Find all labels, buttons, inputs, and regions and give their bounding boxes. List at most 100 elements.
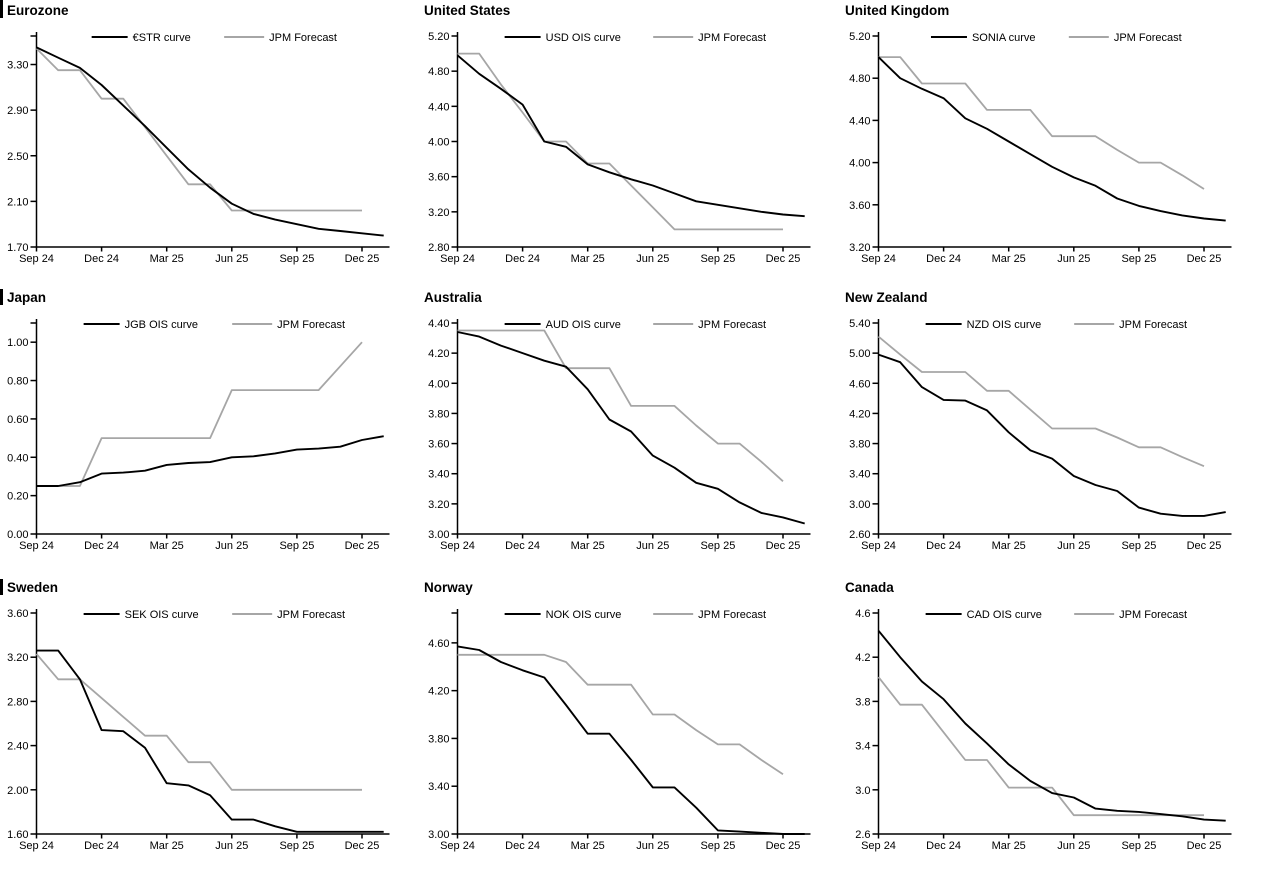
legend-forecast-label: JPM Forecast: [277, 609, 345, 621]
y-tick-label: 3.80: [428, 733, 449, 745]
ois-line: [36, 46, 384, 237]
y-tick-label: 1.00: [7, 337, 28, 349]
y-tick-label: 0.60: [7, 414, 28, 426]
y-tick-label: 5.20: [428, 31, 449, 43]
chart-title-row: Eurozone: [0, 0, 421, 20]
x-tick-label: Mar 25: [992, 540, 1026, 552]
x-tick-label: Sep 25: [1121, 253, 1156, 265]
chart-title: Sweden: [7, 579, 59, 595]
chart-title: Canada: [845, 579, 894, 595]
x-tick-label: Dec 25: [1187, 840, 1222, 852]
y-tick-label: 2.80: [428, 242, 449, 254]
x-tick-label: Dec 24: [505, 540, 540, 552]
y-tick-label: 1.70: [7, 242, 28, 254]
chart-title: United Kingdom: [845, 2, 950, 18]
x-tick-label: Sep 24: [440, 540, 475, 552]
y-tick-label: 3.60: [7, 608, 28, 620]
y-tick-label: 4.20: [428, 686, 449, 698]
x-tick-label: Dec 25: [766, 253, 801, 265]
legend-forecast-label: JPM Forecast: [1114, 32, 1182, 44]
ois-line: [877, 56, 1226, 222]
x-tick-label: Sep 25: [700, 840, 735, 852]
chart-title-row: United States: [421, 0, 842, 20]
x-tick-label: Dec 25: [345, 253, 380, 265]
legend-ois-label: AUD OIS curve: [546, 319, 621, 331]
x-tick-label: Jun 25: [636, 840, 669, 852]
chart-title: United States: [424, 2, 511, 18]
x-tick-label: Jun 25: [1057, 540, 1090, 552]
legend-forecast-label: JPM Forecast: [698, 32, 766, 44]
x-tick-label: Mar 25: [571, 253, 605, 265]
chart-tile-united-states: United States 5.20 4.80 4.40 4.00 3.60 3.20 2.8…: [421, 0, 842, 285]
y-tick-label: 4.80: [428, 66, 449, 78]
y-tick-label: 3.20: [428, 207, 449, 219]
legend-forecast-label: JPM Forecast: [698, 609, 766, 621]
chart-title: Japan: [7, 289, 47, 305]
y-tick-label: 4.40: [849, 115, 870, 127]
y-tick-label: 5.20: [849, 31, 870, 43]
x-tick-label: Sep 25: [700, 253, 735, 265]
y-tick-label: 3.00: [428, 829, 449, 841]
ois-line: [36, 649, 384, 833]
x-tick-label: Sep 24: [861, 840, 896, 852]
chart-tile-united-kingdom: United Kingdom 5.20 4.80 4.40 4.00 3.60 3.20 Se…: [842, 0, 1264, 285]
y-tick-label: 3.40: [849, 469, 870, 481]
chart-tile-new-zealand: New Zealand 5.40 5.00 4.60 4.20 3.80 3.40 3.00 2…: [842, 285, 1264, 570]
chart-title-row: Norway: [421, 577, 842, 597]
y-tick-label: 3.20: [849, 242, 870, 254]
x-tick-label: Sep 25: [700, 540, 735, 552]
x-tick-label: Dec 25: [345, 540, 380, 552]
legend-forecast-label: JPM Forecast: [698, 319, 766, 331]
y-tick-label: 0.20: [7, 491, 28, 503]
x-tick-label: Mar 25: [150, 253, 184, 265]
y-tick-label: 4.2: [855, 652, 870, 664]
x-tick-label: Sep 25: [279, 540, 314, 552]
x-tick-label: Sep 25: [1121, 540, 1156, 552]
chart-tile-sweden: Sweden 3.60 3.20 2.80 2.40 2.00 1.60 Sep 24 Dec …: [0, 570, 421, 873]
legend-ois-label: SEK OIS curve: [125, 609, 199, 621]
legend-ois-label: JGB OIS curve: [125, 319, 198, 331]
x-tick-label: Sep 25: [279, 253, 314, 265]
legend-ois-label: CAD OIS curve: [967, 609, 1042, 621]
chart-title-row: United Kingdom: [842, 0, 1264, 20]
chart-tile-australia: Australia 4.40 4.20 4.00 3.80 3.60 3.40 3.20 3.0…: [421, 285, 842, 570]
x-tick-label: Sep 24: [861, 540, 896, 552]
x-tick-label: Sep 24: [19, 840, 54, 852]
chart-title: New Zealand: [845, 289, 928, 305]
ois-line: [457, 645, 805, 835]
chart-title-row: Sweden: [0, 577, 421, 597]
y-tick-label: 2.10: [7, 196, 28, 208]
y-tick-label: 4.00: [428, 137, 449, 149]
y-tick-label: 3.0: [855, 785, 870, 797]
x-tick-label: Sep 24: [19, 540, 54, 552]
chart-title-row: Australia: [421, 287, 842, 307]
x-tick-label: Sep 24: [440, 840, 475, 852]
forecast-line: [457, 52, 783, 231]
x-tick-label: Mar 25: [150, 840, 184, 852]
y-tick-label: 4.6: [855, 608, 870, 620]
y-tick-label: 2.6: [855, 829, 870, 841]
y-tick-label: 3.80: [849, 439, 870, 451]
x-tick-label: Sep 24: [440, 253, 475, 265]
x-tick-label: Dec 24: [84, 840, 119, 852]
chart-tile-norway: Norway 4.60 4.20 3.80 3.40 3.00 Sep 24 Dec 24 Ma…: [421, 570, 842, 873]
x-tick-label: Dec 24: [926, 253, 961, 265]
y-tick-label: 1.60: [7, 829, 28, 841]
forecast-line: [878, 56, 1205, 190]
legend-ois-label: SONIA curve: [972, 32, 1036, 44]
chart-tile-japan: Japan 1.00 0.80 0.60 0.40 0.20 0.00 Sep 24 Dec 2…: [0, 285, 421, 570]
x-tick-label: Dec 24: [84, 540, 119, 552]
y-tick-label: 4.00: [849, 158, 870, 170]
legend-ois-label: €STR curve: [133, 32, 191, 44]
x-tick-label: Dec 24: [926, 840, 961, 852]
x-tick-label: Jun 25: [636, 253, 669, 265]
x-tick-label: Jun 25: [215, 840, 248, 852]
y-tick-label: 4.40: [428, 101, 449, 113]
x-tick-label: Jun 25: [215, 540, 248, 552]
legend-forecast-label: JPM Forecast: [269, 32, 337, 44]
x-tick-label: Dec 25: [345, 840, 380, 852]
